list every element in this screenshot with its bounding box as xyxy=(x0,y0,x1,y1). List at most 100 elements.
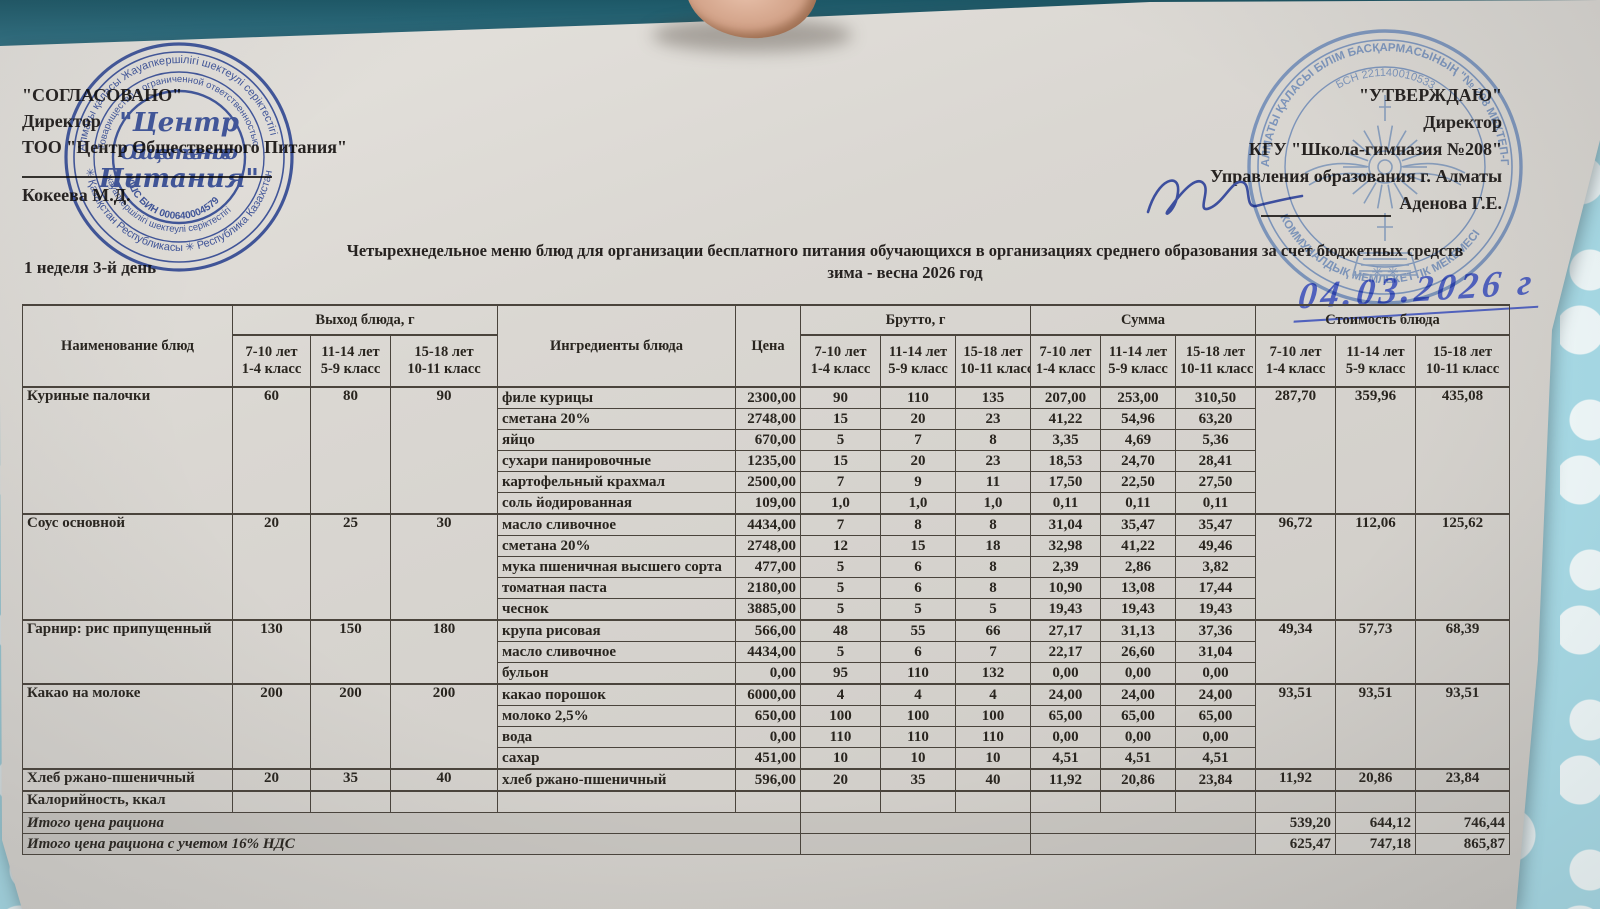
brutto-value: 8 xyxy=(880,513,956,536)
ingredient-price: 566,00 xyxy=(735,619,801,642)
brutto-value: 1,0 xyxy=(955,492,1031,515)
ingredient-name: вода xyxy=(497,726,736,748)
sum-value: 19,43 xyxy=(1100,598,1176,621)
table-row: бульон 0,00 95 110 132 0,00 0,00 0,00 xyxy=(23,662,1510,685)
ingredient-name: масло сливочное xyxy=(497,513,736,536)
empty-cell xyxy=(880,790,956,813)
brutto-value: 110 xyxy=(955,726,1031,748)
approval-right-title: "УТВЕРЖДАЮ" xyxy=(1358,85,1502,105)
empty-cell xyxy=(800,812,1031,834)
svg-text:БСН 221140010533: БСН 221140010533 xyxy=(1334,67,1437,92)
approval-right-org2: Управления образования г. Алматы xyxy=(1210,166,1502,186)
dish-cost: 93,51 xyxy=(1255,683,1337,770)
ingredient-name: хлеб ржано-пшеничный xyxy=(497,768,736,792)
dish-output: 150 xyxy=(310,619,391,685)
sum-value: 35,47 xyxy=(1100,513,1176,536)
brutto-value: 8 xyxy=(955,429,1031,451)
brutto-value: 20 xyxy=(880,408,956,430)
sum-value: 2,86 xyxy=(1100,556,1176,578)
stamp-left-center-3: Питания" xyxy=(98,164,259,194)
brutto-value: 6 xyxy=(880,641,956,663)
sum-value: 27,17 xyxy=(1030,619,1101,642)
sum-value: 0,00 xyxy=(1100,726,1176,748)
table-row: картофельный крахмал 2500,00 7 9 11 17,50 22,5… xyxy=(23,471,1510,493)
brutto-value: 35 xyxy=(880,768,956,792)
sum-value: 11,92 xyxy=(1030,768,1101,792)
dish-cost: 93,51 xyxy=(1335,683,1417,770)
totals-row: Итого цена рациона 539,20 644,12 746,44 xyxy=(22,812,1511,834)
dish-cost: 287,70 xyxy=(1255,386,1337,515)
brutto-value: 1,0 xyxy=(800,492,881,515)
age-header-sum-2: 15-18 лет 10-11 класс xyxy=(1174,334,1257,388)
sum-value: 31,13 xyxy=(1100,619,1176,642)
brutto-value: 132 xyxy=(955,662,1031,685)
signature-line-right xyxy=(1261,197,1392,217)
sum-value: 37,36 xyxy=(1174,619,1257,642)
ingredient-name: сметана 20% xyxy=(497,535,736,557)
age-header-cost-0: 7-10 лет 1-4 класс xyxy=(1255,334,1337,388)
sum-value: 0,00 xyxy=(1030,726,1101,748)
age-header-brutto-0: 7-10 лет 1-4 класс xyxy=(800,334,881,388)
ingredient-name: томатная паста xyxy=(497,577,736,599)
age-header-output-0: 7-10 лет 1-4 класс xyxy=(232,334,311,388)
dish-output: 20 xyxy=(232,768,311,792)
total-value: 865,87 xyxy=(1415,833,1511,855)
week-day-label: 1 неделя 3-й день xyxy=(24,258,157,277)
ingredient-price: 1235,00 xyxy=(735,450,801,472)
dish-output: 25 xyxy=(310,513,391,621)
age-header-cost-1: 11-14 лет 5-9 класс xyxy=(1335,334,1417,388)
dish-cost: 112,06 xyxy=(1335,513,1417,621)
ingredient-name: чеснок xyxy=(497,598,736,621)
age-header-sum-1: 11-14 лет 5-9 класс xyxy=(1100,334,1176,388)
stamp-left-center-1: "Центр xyxy=(119,108,239,138)
header-brutto: Брутто, г xyxy=(800,304,1031,336)
sum-value: 65,00 xyxy=(1174,705,1257,727)
dish-output: 80 xyxy=(310,386,391,515)
sum-value: 35,47 xyxy=(1174,513,1257,536)
stamp-right-bottom-marks: ✳ ✳ xyxy=(1371,264,1398,280)
sum-value: 0,11 xyxy=(1030,492,1101,515)
sum-value: 310,50 xyxy=(1174,386,1257,409)
empty-cell xyxy=(1174,790,1257,813)
brutto-value: 6 xyxy=(880,577,956,599)
total-value: 644,12 xyxy=(1335,812,1417,834)
brutto-value: 55 xyxy=(880,619,956,642)
brutto-value: 7 xyxy=(880,429,956,451)
table-row: Какао на молоке 200 200 200 какао порошок 600… xyxy=(22,683,1511,770)
age-header-output-1: 11-14 лет 5-9 класс xyxy=(310,334,391,388)
sum-value: 253,00 xyxy=(1100,386,1176,409)
brutto-value: 135 xyxy=(955,386,1031,409)
empty-cell xyxy=(1029,812,1257,834)
ingredient-price: 0,00 xyxy=(735,662,801,685)
sum-value: 13,08 xyxy=(1100,577,1176,599)
round-stamp-left: Алматы қаласы Жауапкершілігі шектеулі се… xyxy=(64,42,294,272)
sum-value: 28,41 xyxy=(1174,450,1257,472)
total-value: 747,18 xyxy=(1335,833,1417,855)
kazakhstan-emblem xyxy=(1304,95,1466,276)
sum-value: 27,50 xyxy=(1174,471,1257,493)
brutto-value: 20 xyxy=(880,450,956,472)
empty-cell xyxy=(1335,790,1417,813)
ingredient-price: 596,00 xyxy=(735,768,801,792)
sum-value: 4,51 xyxy=(1030,747,1101,770)
sum-value: 5,36 xyxy=(1174,429,1257,451)
ingredient-name: филе курицы xyxy=(497,386,736,409)
dish-cost: 93,51 xyxy=(1415,683,1511,770)
brutto-value: 48 xyxy=(800,619,881,642)
sum-value: 54,96 xyxy=(1100,408,1176,430)
table-row: масло сливочное 4434,00 5 6 7 22,17 26,60 31,04 xyxy=(23,641,1510,663)
sum-value: 23,84 xyxy=(1174,768,1257,792)
dish-name: Гарнир: рис припущенный xyxy=(22,619,233,685)
kcal-row: Калорийность, ккал xyxy=(22,790,1511,813)
brutto-value: 5 xyxy=(800,556,881,578)
sum-value: 0,00 xyxy=(1100,662,1176,685)
sum-value: 65,00 xyxy=(1100,705,1176,727)
dish-cost: 359,96 xyxy=(1335,386,1417,515)
dish-cost: 49,34 xyxy=(1255,619,1337,685)
brutto-value: 10 xyxy=(800,747,881,770)
empty-cell xyxy=(1030,790,1101,813)
dish-output: 130 xyxy=(232,619,311,685)
sum-value: 26,60 xyxy=(1100,641,1176,663)
sum-value: 17,44 xyxy=(1174,577,1257,599)
dish-cost: 20,86 xyxy=(1335,768,1417,792)
